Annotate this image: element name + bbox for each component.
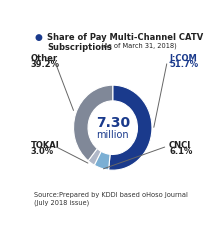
Text: Subscriptions: Subscriptions [47, 43, 112, 52]
Text: (As of March 31, 2018): (As of March 31, 2018) [99, 43, 177, 49]
Text: Source:Prepared by KDDI based oHoso Journal
(July 2018 issue): Source:Prepared by KDDI based oHoso Jour… [34, 192, 188, 206]
Text: CNCI: CNCI [169, 141, 191, 150]
Text: 6.1%: 6.1% [169, 147, 192, 156]
Text: TOKAI: TOKAI [31, 141, 60, 150]
Text: J:COM: J:COM [169, 54, 197, 63]
Text: 7.30: 7.30 [96, 116, 130, 130]
Text: 39.2%: 39.2% [31, 60, 60, 69]
Wedge shape [73, 85, 113, 161]
Text: million: million [96, 130, 129, 140]
Wedge shape [88, 149, 101, 165]
Text: ●: ● [34, 33, 42, 42]
Text: Other: Other [31, 54, 58, 63]
Text: 51.7%: 51.7% [169, 60, 198, 69]
Wedge shape [108, 85, 152, 170]
Text: Share of Pay Multi-Channel CATV: Share of Pay Multi-Channel CATV [47, 33, 203, 42]
Wedge shape [94, 151, 110, 170]
Text: 3.0%: 3.0% [31, 147, 54, 156]
